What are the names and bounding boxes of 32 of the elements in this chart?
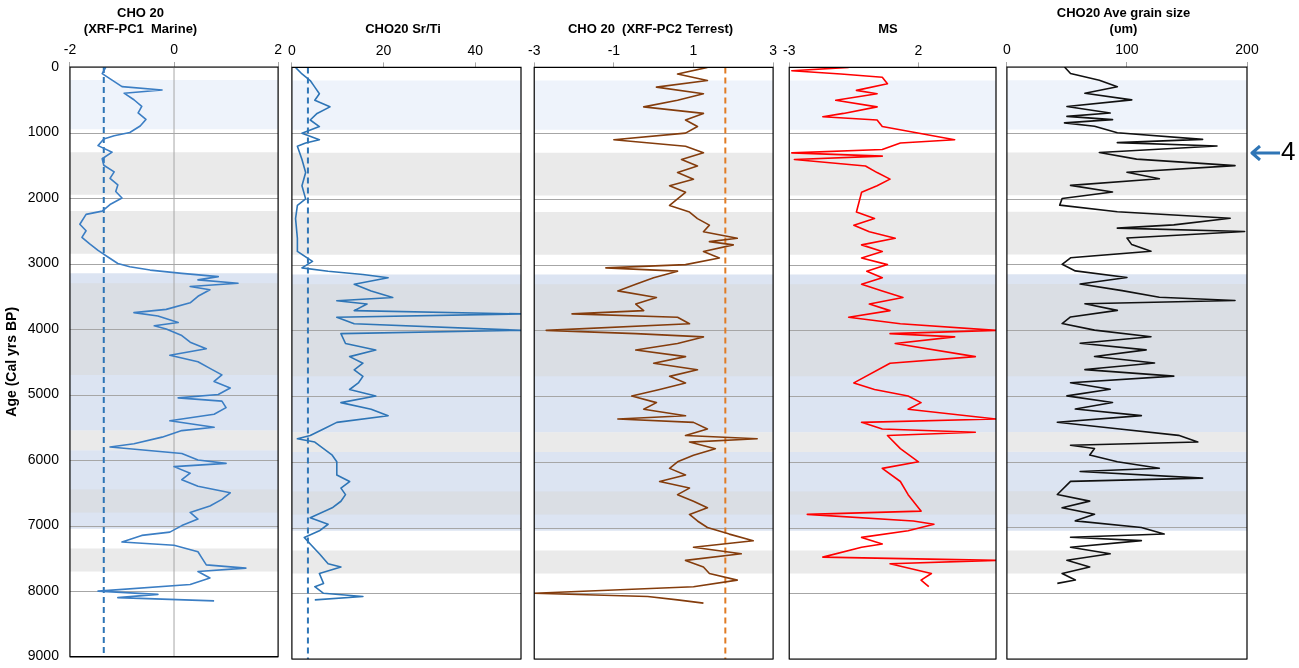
y-tick-label: 6000 <box>27 450 60 467</box>
x-tick-label: 1 <box>689 41 698 58</box>
y-tick-label: 5000 <box>27 385 60 402</box>
x-tick-label: -2 <box>63 41 77 58</box>
annotation: 4 <box>1281 135 1296 166</box>
chart-title: MS <box>878 21 899 37</box>
chart-title: CHO 20 (XRF-PC2 Terrest) <box>567 21 734 37</box>
x-tick-label: -1 <box>607 41 621 58</box>
chart-title: CHO20 Sr/Ti <box>365 21 441 37</box>
y-tick-label: 3000 <box>27 254 60 271</box>
x-tick-label: 2 <box>274 41 283 58</box>
y-tick-label: 9000 <box>27 647 60 664</box>
x-tick-label: 200 <box>1235 41 1259 58</box>
y-tick-label: 8000 <box>27 581 60 598</box>
y-tick-label: 0 <box>51 57 60 74</box>
x-tick-label: 40 <box>467 41 484 58</box>
x-tick-label: 0 <box>170 41 179 58</box>
y-tick-label: 7000 <box>27 516 60 533</box>
y-tick-label: 1000 <box>27 123 60 140</box>
x-tick-label: 0 <box>287 41 296 58</box>
x-tick-label: 20 <box>375 41 392 58</box>
x-tick-label: -3 <box>783 41 796 58</box>
chart-title: CHO20 Ave grain size (υm) <box>1056 5 1191 36</box>
x-tick-label: 0 <box>1002 41 1011 58</box>
y-axis-title: Age (Cal yrs BP) <box>3 306 20 417</box>
x-tick-label: -3 <box>528 41 541 58</box>
chart-title: CHO 20 (XRF-PC1 Marine) <box>83 5 198 36</box>
y-tick-label: 2000 <box>27 188 60 205</box>
x-tick-label: 3 <box>769 41 778 58</box>
x-tick-label: 100 <box>1115 41 1139 58</box>
x-tick-label: 2 <box>914 41 923 58</box>
y-tick-label: 4000 <box>27 319 60 336</box>
